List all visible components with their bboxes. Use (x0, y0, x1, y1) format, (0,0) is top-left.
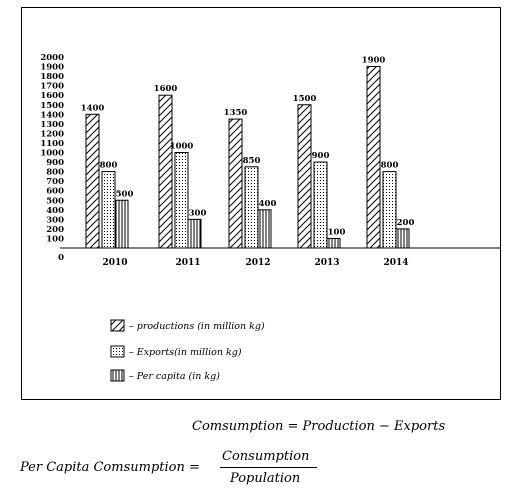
y-tick-label: 200 (46, 225, 64, 235)
legend-label: – Per capita (in kg) (129, 371, 220, 382)
y-tick-label: 800 (46, 168, 64, 178)
legend-label: – productions (in million kg) (129, 321, 265, 332)
bar (326, 237, 341, 249)
y-tick-label: 300 (46, 215, 64, 225)
per-capita-formula-numerator: Consumption (222, 449, 310, 464)
bar-value-label: 1400 (81, 103, 105, 113)
y-tick-label: 400 (46, 206, 64, 216)
bar (228, 118, 243, 249)
x-tick-label: 2014 (383, 258, 408, 268)
bar-value-label: 100 (328, 227, 346, 237)
y-tick-label: 1100 (40, 139, 64, 149)
y-tick-label: 600 (46, 187, 64, 197)
y-tick-label: 1700 (40, 82, 64, 92)
y-tick-label: 1000 (40, 149, 64, 159)
bar (297, 104, 312, 249)
bar (366, 66, 381, 249)
bar-value-label: 800 (100, 161, 118, 171)
y-tick-label: 1800 (40, 72, 64, 82)
y-tick-label: 1200 (40, 129, 64, 139)
bars-group (85, 66, 410, 249)
bar-value-label: 900 (312, 151, 330, 161)
legend-swatch (110, 319, 125, 332)
bar (382, 171, 397, 249)
legend: – productions (in million kg) – Exports(i… (110, 319, 265, 382)
bar (313, 161, 328, 249)
bar-value-label: 500 (116, 189, 134, 199)
y-tick-label: 2000 (40, 53, 64, 63)
bar (114, 199, 129, 249)
y-tick-label: 500 (46, 196, 64, 206)
bar-value-label: 300 (189, 208, 207, 218)
y-tick-label: 1600 (40, 91, 64, 101)
legend-label: – Exports(in million kg) (129, 347, 242, 358)
y-tick-label: 1900 (40, 63, 64, 73)
per-capita-formula-lhs: Per Capita Comsumption = (20, 460, 200, 475)
x-tick-label: 2013 (314, 258, 339, 268)
bar (101, 171, 116, 249)
y-tick-label: 700 (46, 177, 64, 187)
fraction-bar (220, 467, 317, 468)
bar-value-label: 850 (243, 156, 261, 166)
y-tick-label: 100 (46, 234, 64, 244)
chart-frame: 0 100 200 300 400 500 600 700 800 900 1000 1100 1200… (21, 7, 501, 400)
legend-swatch (110, 345, 125, 358)
y-tick-label: 0 (58, 253, 64, 263)
bar-value-label: 800 (381, 161, 399, 171)
per-capita-formula-denominator: Population (230, 471, 301, 486)
bar-value-label: 200 (397, 218, 415, 228)
bar (187, 218, 202, 249)
x-axis-labels: 2010 2011 2012 2013 2014 (102, 258, 408, 268)
bar-chart: 0100200300400500600700800900100011001200… (40, 53, 500, 382)
bar-value-label: 1500 (293, 94, 317, 104)
bar-value-label: 1350 (224, 108, 248, 118)
bar-value-label: 1900 (362, 56, 386, 66)
y-tick-label: 900 (46, 158, 64, 168)
bar-value-label: 1600 (154, 84, 178, 94)
y-tick-label: 1400 (40, 110, 64, 120)
y-tick-label: 1300 (40, 120, 64, 130)
x-tick-label: 2011 (175, 258, 200, 268)
consumption-formula: Comsumption = Production − Exports (192, 419, 446, 434)
value-labels: 1400 800 500 1600 1000 300 1350 850 400 1500 900 10… (81, 56, 415, 238)
bar-value-label: 400 (259, 199, 277, 209)
bar (395, 228, 410, 249)
bar (174, 152, 189, 249)
bar (85, 113, 100, 249)
bar (158, 94, 173, 249)
y-axis-ticks: 0 100200300400500600700800900100011001200… (40, 53, 64, 263)
x-tick-label: 2010 (102, 258, 127, 268)
bar (257, 209, 272, 249)
y-tick-label: 1500 (40, 101, 64, 111)
legend-swatch (110, 369, 125, 382)
x-tick-label: 2012 (245, 258, 270, 268)
bar-value-label: 1000 (170, 142, 194, 152)
bar (244, 166, 259, 249)
